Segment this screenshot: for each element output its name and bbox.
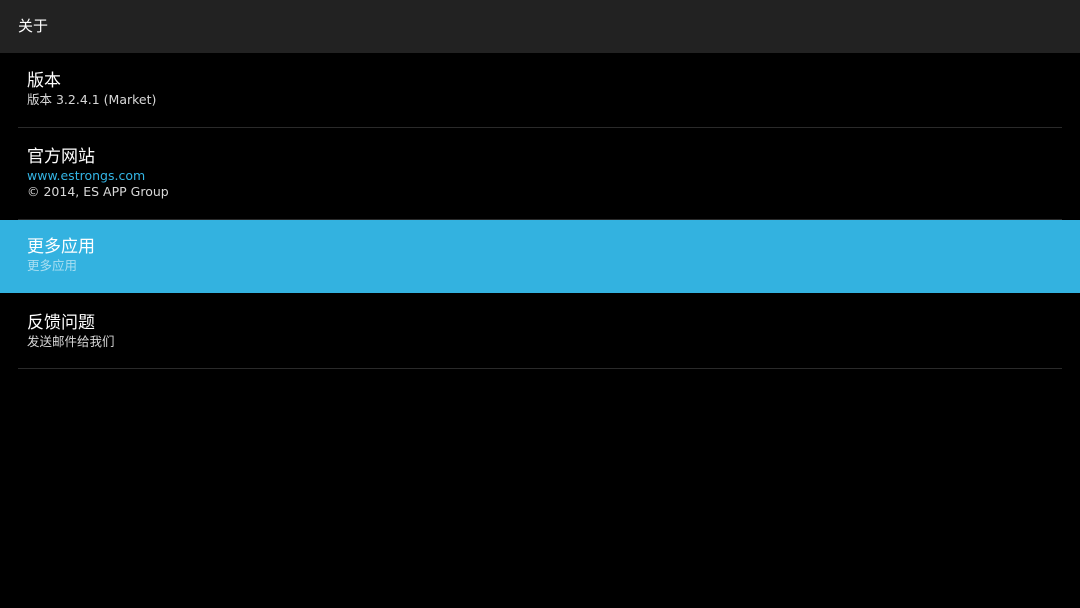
version-value: 版本 3.2.4.1 (Market): [27, 92, 157, 107]
about-list: 版本 版本 3.2.4.1 (Market) 官方网站 www.estrongs…: [0, 53, 1080, 369]
divider: [18, 219, 1062, 220]
list-item-website[interactable]: 官方网站 www.estrongs.com © 2014, ES APP Gro…: [0, 128, 1080, 220]
website-title: 官方网站: [27, 147, 95, 167]
action-bar: 关于: [0, 0, 1080, 53]
feedback-title: 反馈问题: [27, 313, 95, 333]
list-item-more-apps[interactable]: 更多应用 更多应用: [0, 220, 1080, 293]
feedback-subtitle: 发送邮件给我们: [27, 334, 115, 349]
divider: [18, 127, 1062, 128]
page-title: 关于: [18, 17, 49, 35]
website-link[interactable]: www.estrongs.com: [27, 168, 146, 183]
copyright-text: © 2014, ES APP Group: [27, 184, 169, 199]
more-apps-title: 更多应用: [27, 237, 95, 257]
version-title: 版本: [27, 71, 61, 91]
list-item-feedback[interactable]: 反馈问题 发送邮件给我们: [0, 293, 1080, 369]
divider: [18, 368, 1062, 369]
more-apps-subtitle: 更多应用: [27, 258, 78, 273]
list-item-version[interactable]: 版本 版本 3.2.4.1 (Market): [0, 53, 1080, 128]
